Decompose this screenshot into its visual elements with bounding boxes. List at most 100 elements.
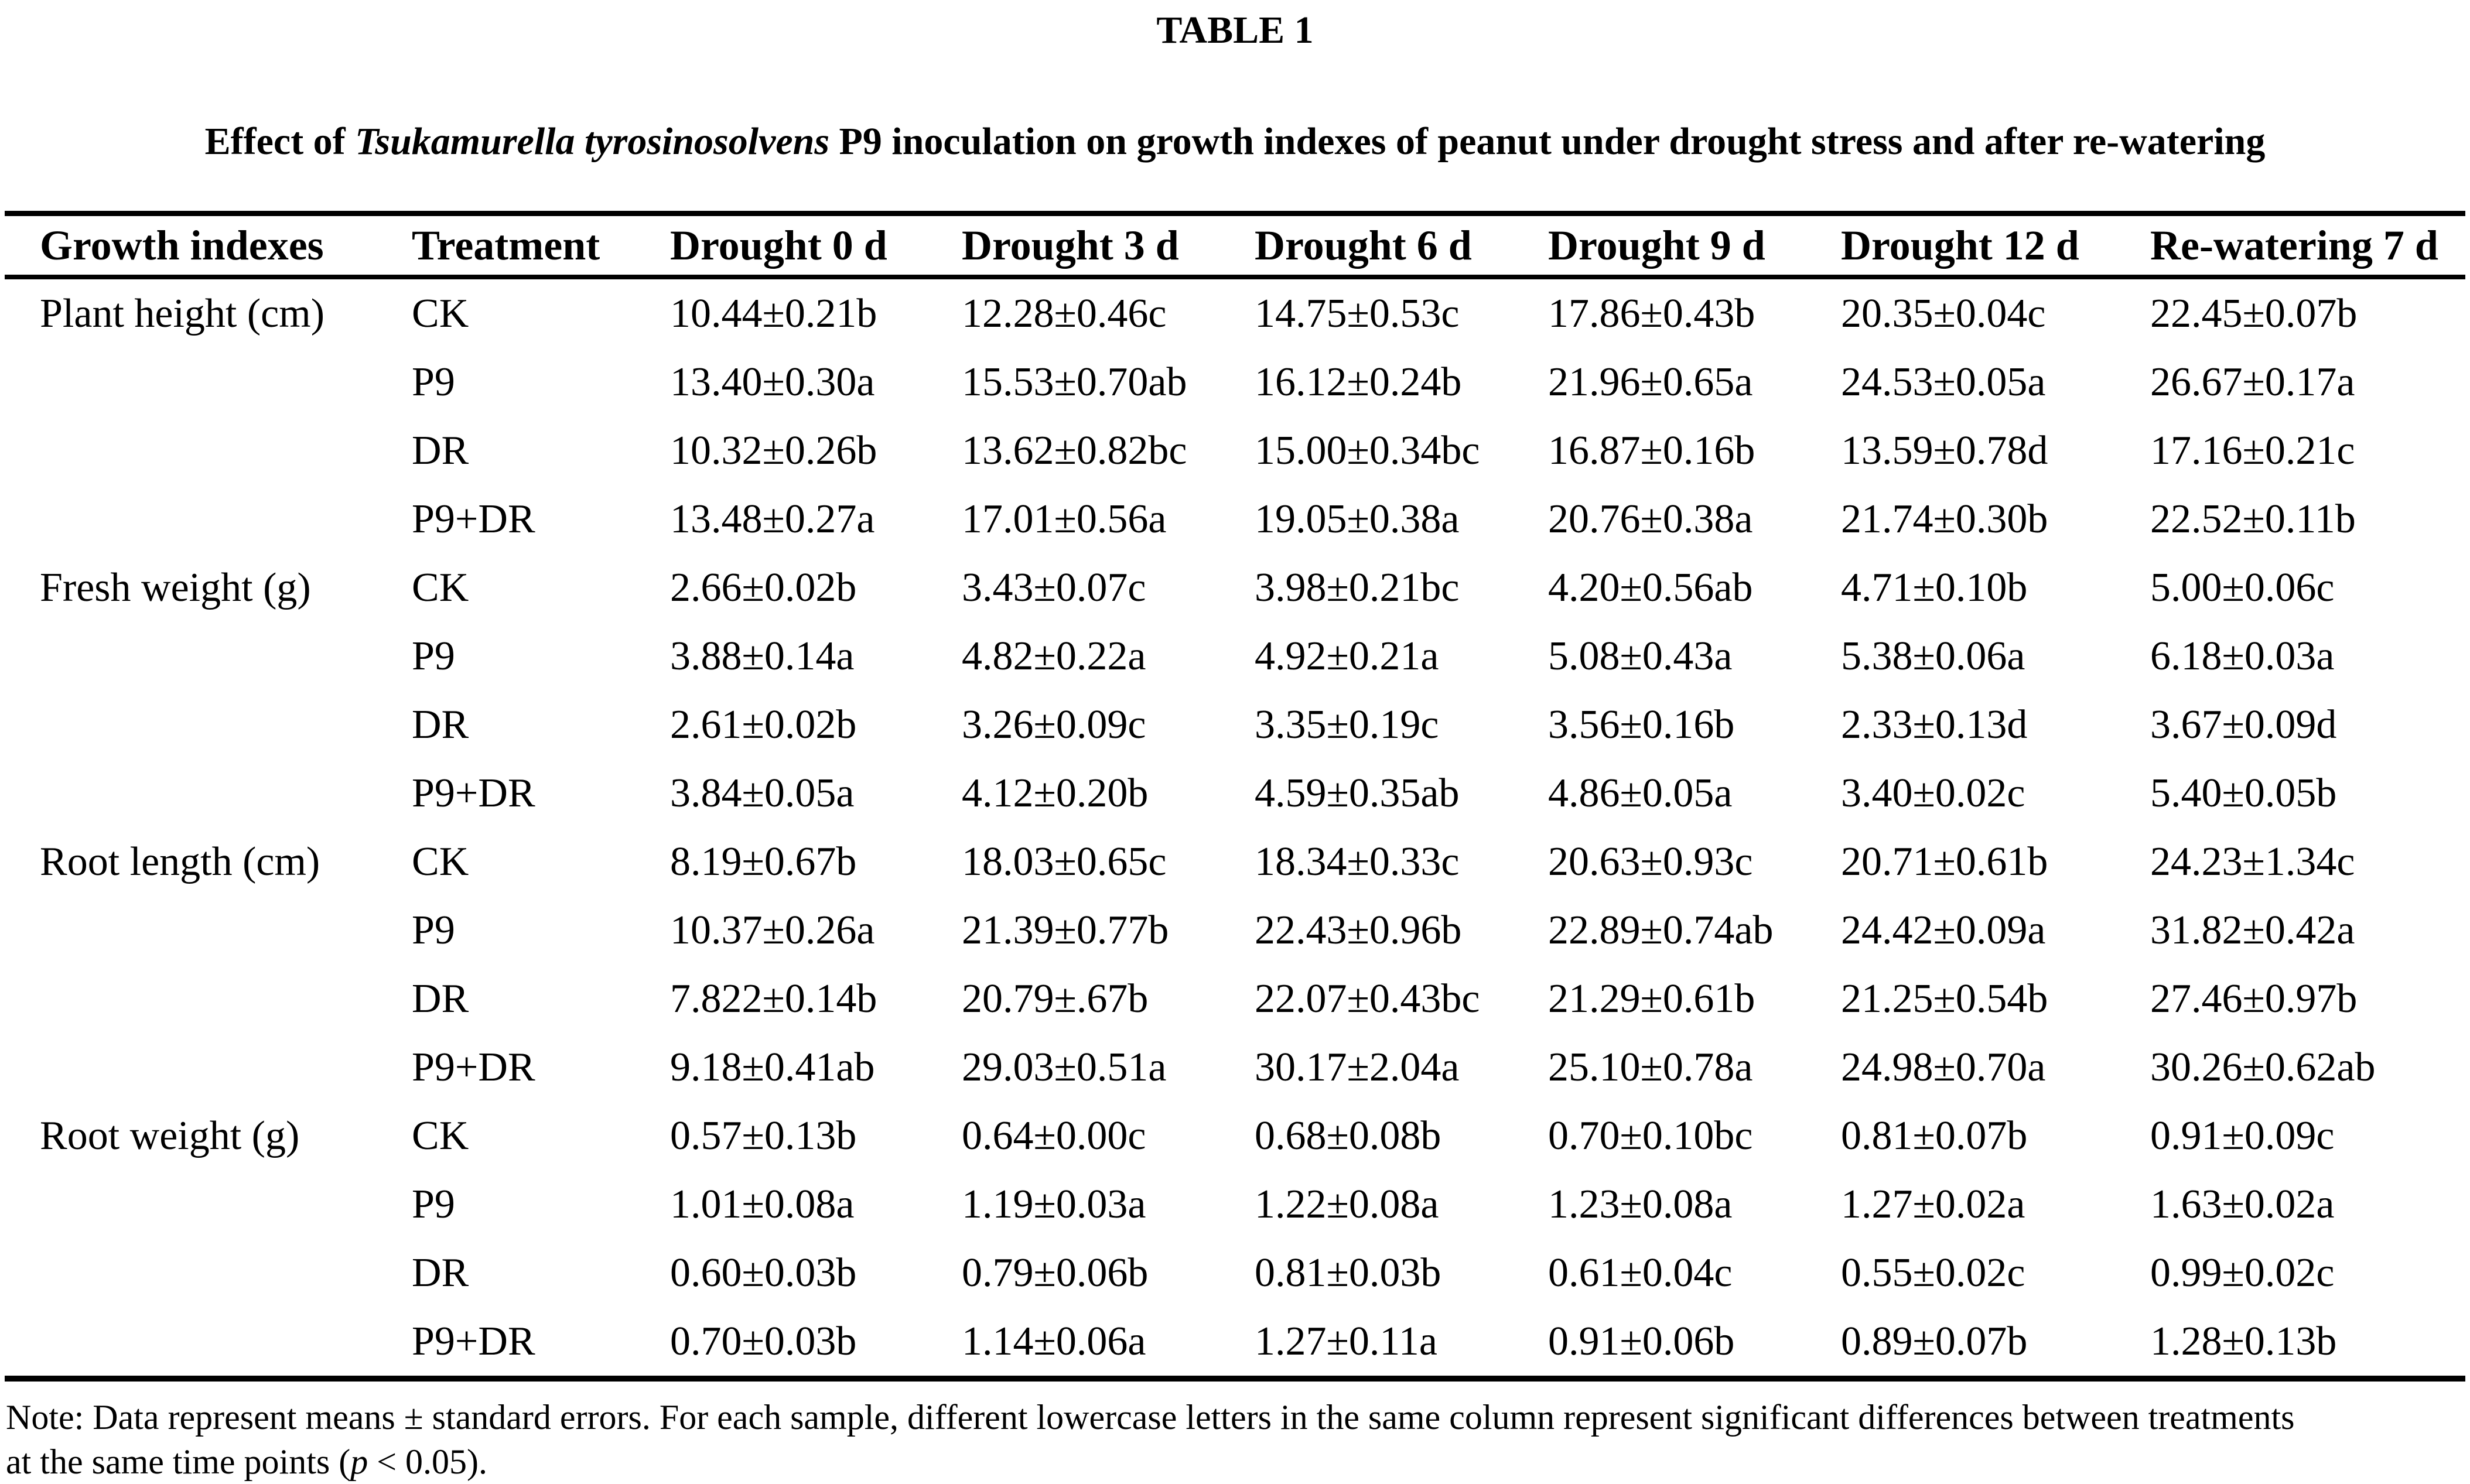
value-cell: 17.16±0.21c	[2150, 428, 2355, 473]
value-cell: 4.86±0.05a	[1548, 771, 1733, 816]
table-row: Root length (cm) CK 8.19±0.67b 18.03±0.65c 1…	[0, 828, 2470, 896]
species-name-italic: Tsukamurella tyrosinosolvens	[355, 120, 830, 163]
value-cell: 30.17±2.04a	[1255, 1045, 1460, 1090]
growth-index-label: Root weight (g)	[40, 1113, 300, 1158]
value-cell: 22.43±0.96b	[1255, 908, 1462, 953]
growth-index-label	[40, 1170, 412, 1239]
value-cell: 8.19±0.67b	[670, 839, 857, 884]
value-cell: 0.79±0.06b	[962, 1250, 1149, 1295]
column-header-treatment: Treatment	[412, 222, 600, 269]
growth-index-label	[40, 1033, 412, 1102]
treatment-label: P9+DR	[412, 1319, 535, 1364]
value-cell: 0.99±0.02c	[2150, 1250, 2335, 1295]
value-cell: 0.91±0.06b	[1548, 1319, 1735, 1364]
header-separator-rule	[5, 275, 2465, 279]
value-cell: 24.23±1.34c	[2150, 839, 2355, 884]
value-cell: 1.27±0.11a	[1255, 1319, 1437, 1364]
value-cell: 17.01±0.56a	[962, 497, 1167, 542]
growth-index-label	[40, 485, 412, 553]
column-header-drought-9d: Drought 9 d	[1548, 222, 1765, 269]
value-cell: 29.03±0.51a	[962, 1045, 1167, 1090]
treatment-label: CK	[412, 839, 469, 884]
value-cell: 22.89±0.74ab	[1548, 908, 1774, 953]
value-cell: 4.12±0.20b	[962, 771, 1149, 816]
table-row: P9 10.37±0.26a 21.39±0.77b 22.43±0.96b 22.89…	[0, 896, 2470, 965]
growth-index-label	[40, 622, 412, 690]
value-cell: 21.25±0.54b	[1841, 976, 2048, 1021]
treatment-label: CK	[412, 1113, 469, 1158]
value-cell: 9.18±0.41ab	[670, 1045, 875, 1090]
table-body: Plant height (cm) CK 10.44±0.21b 12.28±0.46…	[0, 279, 2470, 1376]
value-cell: 31.82±0.42a	[2150, 908, 2355, 953]
value-cell: 3.35±0.19c	[1255, 702, 1439, 747]
value-cell: 13.48±0.27a	[670, 497, 875, 542]
value-cell: 5.00±0.06c	[2150, 565, 2335, 610]
table-row: Plant height (cm) CK 10.44±0.21b 12.28±0.46…	[0, 279, 2470, 348]
treatment-label: DR	[412, 702, 469, 747]
value-cell: 2.33±0.13d	[1841, 702, 2028, 747]
column-header-growth-indexes: Growth indexes	[40, 222, 324, 269]
value-cell: 26.67±0.17a	[2150, 360, 2355, 405]
caption-prefix: Effect of	[204, 120, 356, 163]
value-cell: 10.32±0.26b	[670, 428, 877, 473]
value-cell: 18.34±0.33c	[1255, 839, 1460, 884]
column-header-drought-0d: Drought 0 d	[670, 222, 887, 269]
value-cell: 16.87±0.16b	[1548, 428, 1755, 473]
value-cell: 0.70±0.03b	[670, 1319, 857, 1364]
value-cell: 18.03±0.65c	[962, 839, 1167, 884]
value-cell: 5.08±0.43a	[1548, 634, 1733, 679]
value-cell: 1.14±0.06a	[962, 1319, 1146, 1364]
growth-index-label: Plant height (cm)	[40, 291, 325, 336]
table-note: Note: Data represent means ± standard er…	[0, 1395, 2470, 1484]
table-row: P9+DR 9.18±0.41ab 29.03±0.51a 30.17±2.04a 25…	[0, 1033, 2470, 1102]
value-cell: 0.89±0.07b	[1841, 1319, 2028, 1364]
value-cell: 12.28±0.46c	[962, 291, 1167, 336]
treatment-label: P9+DR	[412, 1045, 535, 1090]
table-row: P9 13.40±0.30a 15.53±0.70ab 16.12±0.24b 21.9…	[0, 348, 2470, 416]
treatment-label: P9+DR	[412, 497, 535, 542]
value-cell: 3.26±0.09c	[962, 702, 1146, 747]
table-row: DR 7.822±0.14b 20.79±.67b 22.07±0.43bc 21.29…	[0, 965, 2470, 1033]
value-cell: 6.18±0.03a	[2150, 634, 2335, 679]
value-cell: 21.39±0.77b	[962, 908, 1169, 953]
value-cell: 15.00±0.34bc	[1255, 428, 1480, 473]
growth-index-label: Fresh weight (g)	[40, 565, 311, 610]
value-cell: 5.38±0.06a	[1841, 634, 2025, 679]
value-cell: 10.37±0.26a	[670, 908, 875, 953]
value-cell: 0.60±0.03b	[670, 1250, 857, 1295]
value-cell: 1.01±0.08a	[670, 1182, 855, 1227]
value-cell: 2.61±0.02b	[670, 702, 857, 747]
value-cell: 4.20±0.56ab	[1548, 565, 1753, 610]
value-cell: 0.91±0.09c	[2150, 1113, 2335, 1158]
table-row: DR 10.32±0.26b 13.62±0.82bc 15.00±0.34bc 16.…	[0, 416, 2470, 485]
value-cell: 30.26±0.62ab	[2150, 1045, 2376, 1090]
caption-suffix: P9 inoculation on growth indexes of pean…	[829, 120, 2266, 163]
treatment-label: CK	[412, 565, 469, 610]
value-cell: 2.66±0.02b	[670, 565, 857, 610]
value-cell: 0.68±0.08b	[1255, 1113, 1441, 1158]
value-cell: 1.22±0.08a	[1255, 1182, 1439, 1227]
growth-index-label	[40, 965, 412, 1033]
table-row: P9+DR 0.70±0.03b 1.14±0.06a 1.27±0.11a 0.91±…	[0, 1307, 2470, 1376]
value-cell: 0.81±0.07b	[1841, 1113, 2028, 1158]
value-cell: 16.12±0.24b	[1255, 360, 1462, 405]
value-cell: 0.81±0.03b	[1255, 1250, 1441, 1295]
growth-index-label	[40, 348, 412, 416]
value-cell: 3.40±0.02c	[1841, 771, 2025, 816]
value-cell: 4.59±0.35ab	[1255, 771, 1460, 816]
growth-index-label	[40, 416, 412, 485]
value-cell: 3.98±0.21bc	[1255, 565, 1460, 610]
column-header-drought-3d: Drought 3 d	[962, 222, 1179, 269]
value-cell: 24.42±0.09a	[1841, 908, 2046, 953]
value-cell: 27.46±0.97b	[2150, 976, 2358, 1021]
value-cell: 24.53±0.05a	[1841, 360, 2046, 405]
value-cell: 7.822±0.14b	[670, 976, 877, 1021]
value-cell: 1.27±0.02a	[1841, 1182, 2025, 1227]
value-cell: 0.57±0.13b	[670, 1113, 857, 1158]
value-cell: 24.98±0.70a	[1841, 1045, 2046, 1090]
table-top-rule	[5, 211, 2465, 216]
value-cell: 17.86±0.43b	[1548, 291, 1755, 336]
table-header-row: Growth indexes Treatment Drought 0 d Dro…	[0, 216, 2470, 275]
value-cell: 1.19±0.03a	[962, 1182, 1146, 1227]
